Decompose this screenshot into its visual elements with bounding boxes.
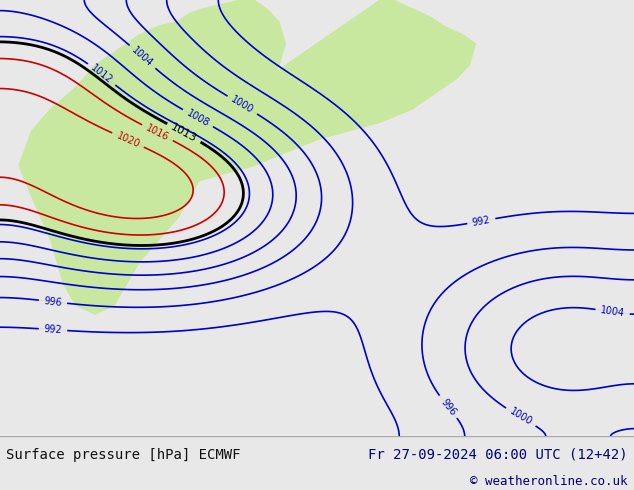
Text: 1012: 1012 [89,63,115,86]
Text: 1000: 1000 [508,407,534,428]
Text: 1020: 1020 [115,130,141,149]
Text: 996: 996 [43,296,63,308]
Text: 992: 992 [471,215,491,228]
Text: 1000: 1000 [230,95,256,116]
Polygon shape [19,0,285,314]
Text: 1013: 1013 [169,122,198,144]
Text: 996: 996 [439,396,458,417]
Text: 1004: 1004 [600,305,625,319]
Polygon shape [51,0,476,270]
Text: 1016: 1016 [145,122,171,143]
Text: Surface pressure [hPa] ECMWF: Surface pressure [hPa] ECMWF [6,448,241,462]
Text: 992: 992 [44,324,63,335]
Text: Fr 27-09-2024 06:00 UTC (12+42): Fr 27-09-2024 06:00 UTC (12+42) [368,448,628,462]
Text: 1008: 1008 [184,108,211,128]
Text: © weatheronline.co.uk: © weatheronline.co.uk [470,475,628,489]
Text: 1004: 1004 [130,45,155,69]
